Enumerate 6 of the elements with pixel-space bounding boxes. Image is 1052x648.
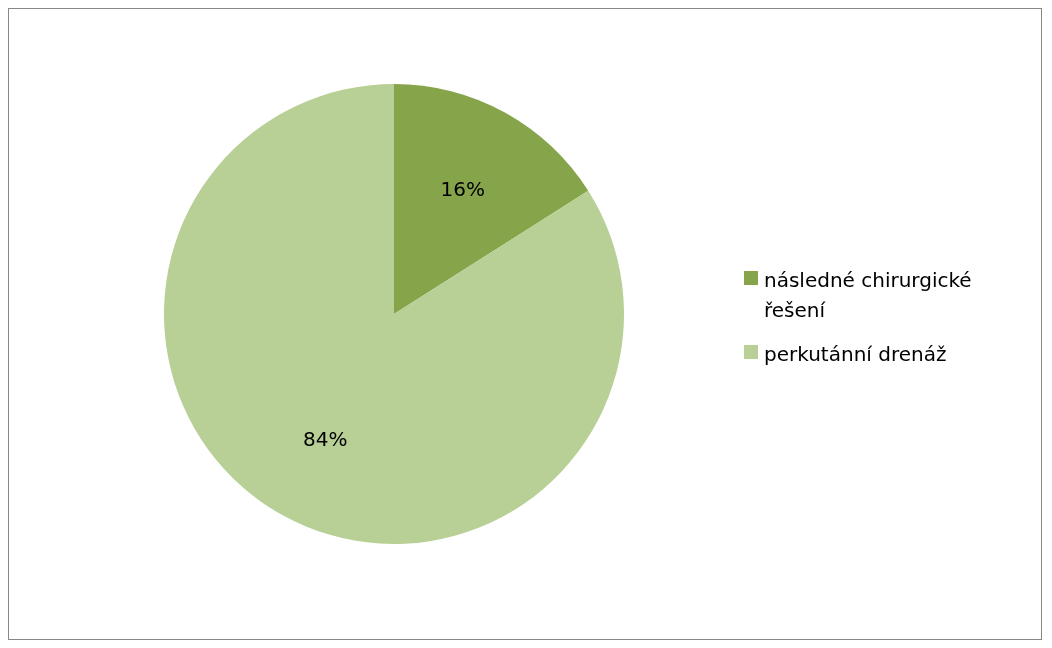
data-label: 16%	[440, 177, 485, 202]
pie-slice	[164, 84, 624, 544]
data-label: 84%	[303, 426, 348, 451]
legend-label: následné chirurgické řešení	[764, 267, 973, 324]
pie-slice	[394, 84, 589, 314]
legend-label: perkutánní drenáž	[764, 341, 947, 368]
